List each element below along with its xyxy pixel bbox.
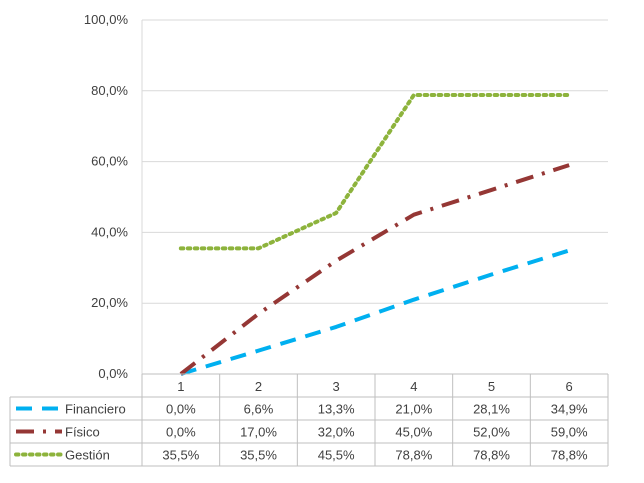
- x-tick-label: 4: [410, 379, 417, 394]
- series-lines: [178, 93, 572, 376]
- data-table: Financiero 0,0% 6,6% 13,3% 21,0% 28,1% 34,9% Fí…: [9, 373, 609, 467]
- x-tick-label: 2: [255, 379, 262, 394]
- y-tick-label: 60,0%: [91, 154, 128, 169]
- data-cell: 78,8%: [395, 448, 432, 463]
- y-tick-label: 80,0%: [91, 83, 128, 98]
- legend-label: Físico: [65, 425, 100, 440]
- y-tick-label: 0,0%: [98, 366, 128, 381]
- data-cell: 52,0%: [473, 425, 510, 440]
- y-tick-label: 40,0%: [91, 224, 128, 239]
- data-cell: 78,8%: [473, 448, 510, 463]
- data-cell: 35,5%: [162, 448, 199, 463]
- y-tick-label: 100,0%: [84, 12, 129, 27]
- series-line-1: [179, 163, 570, 376]
- data-cell: 0,0%: [166, 402, 196, 417]
- series-line-0: [180, 248, 570, 376]
- data-cell: 0,0%: [166, 425, 196, 440]
- data-cell: 35,5%: [240, 448, 277, 463]
- data-cell: 34,9%: [551, 402, 588, 417]
- x-tick-label: 1: [177, 379, 184, 394]
- data-cell: 21,0%: [395, 402, 432, 417]
- legend-label: Financiero: [65, 402, 126, 417]
- y-axis-ticks: 0,0% 20,0% 40,0% 60,0% 80,0% 100,0%: [84, 12, 129, 381]
- data-cell: 32,0%: [318, 425, 355, 440]
- legend-label: Gestión: [65, 448, 110, 463]
- gridlines: [141, 19, 608, 374]
- data-cell: 13,3%: [318, 402, 355, 417]
- y-tick-label: 20,0%: [91, 295, 128, 310]
- x-tick-label: 6: [566, 379, 573, 394]
- data-cell: 45,5%: [318, 448, 355, 463]
- data-cell: 59,0%: [551, 425, 588, 440]
- x-axis-ticks: 1 2 3 4 5 6: [177, 379, 573, 394]
- data-cell: 78,8%: [551, 448, 588, 463]
- data-cell: 45,0%: [395, 425, 432, 440]
- data-cell: 17,0%: [240, 425, 277, 440]
- data-cell: 6,6%: [244, 402, 274, 417]
- data-cell: 28,1%: [473, 402, 510, 417]
- x-tick-label: 5: [488, 379, 495, 394]
- x-tick-label: 3: [333, 379, 340, 394]
- series-line-2: [178, 93, 572, 251]
